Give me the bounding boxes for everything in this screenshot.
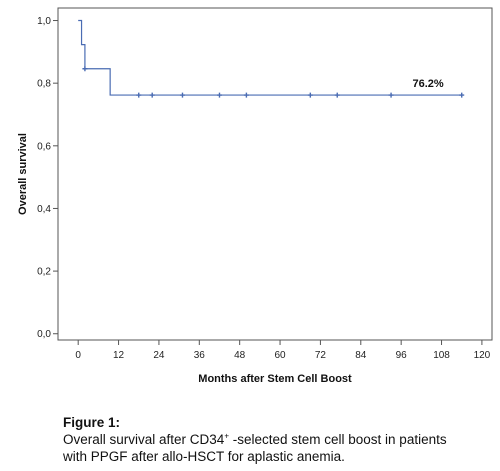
y-tick-label: 0,8: [37, 79, 51, 90]
caption-line-1: Overall survival after CD34+ -selected s…: [63, 431, 493, 448]
x-tick-label: 24: [153, 350, 165, 361]
figure-caption: Figure 1: Overall survival after CD34+ -…: [63, 414, 493, 465]
caption-label: Figure 1:: [63, 415, 121, 430]
y-tick-label: 0,2: [37, 267, 51, 278]
censor-mark: [388, 92, 394, 98]
plot-frame: [57, 7, 493, 341]
x-tick-label: 36: [194, 350, 206, 361]
survival-step-line: [78, 19, 462, 96]
survival-annotation: 76.2%: [412, 78, 443, 90]
x-axis-title: Months after Stem Cell Boost: [198, 373, 352, 385]
censor-mark: [179, 92, 185, 98]
x-tick-label: 60: [274, 350, 286, 361]
x-tick-label: 12: [113, 350, 125, 361]
caption-line-1-end: -selected stem cell boost in patients: [228, 432, 447, 447]
survival-chart: 0 12 24 36 48 60 72 84 96 108 120 0,0 0,2 0,4 0,6 0,8 1,…: [17, 7, 493, 385]
x-tick-label: 108: [433, 350, 450, 361]
censor-mark: [216, 92, 222, 98]
x-tick-label: 84: [355, 350, 367, 361]
censor-mark: [459, 92, 465, 98]
censor-mark: [149, 92, 155, 98]
censor-mark: [334, 92, 340, 98]
caption-superscript: +: [224, 431, 229, 441]
y-tick-label: 1,0: [37, 16, 51, 27]
x-tick-label: 0: [75, 350, 81, 361]
censor-mark: [136, 92, 142, 98]
x-tick-label: 120: [474, 350, 491, 361]
caption-line-2: with PPGF after allo-HSCT for aplastic a…: [63, 449, 345, 464]
censor-mark: [82, 66, 88, 72]
y-tick-label: 0,0: [37, 329, 51, 340]
y-axis-title: Overall survival: [17, 133, 29, 215]
censor-mark: [307, 92, 313, 98]
x-tick-label: 72: [315, 350, 327, 361]
y-tick-label: 0,6: [37, 141, 51, 152]
x-tick-label: 48: [234, 350, 246, 361]
y-tick-label: 0,4: [37, 204, 51, 215]
censor-mark: [243, 92, 249, 98]
x-tick-label: 96: [396, 350, 408, 361]
caption-line-1-start: Overall survival after CD34: [63, 432, 225, 447]
